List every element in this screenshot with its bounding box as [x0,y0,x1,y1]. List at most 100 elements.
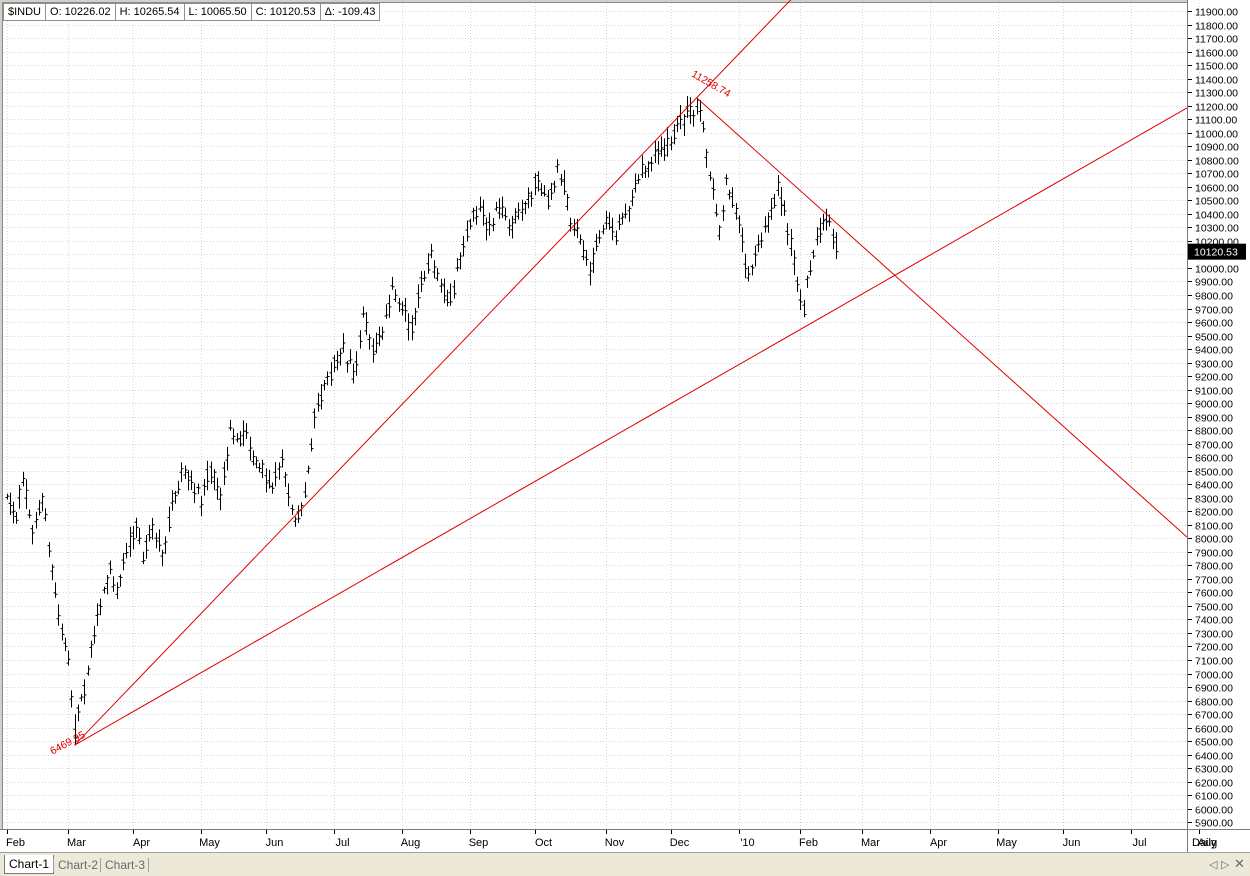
price-tick-label: 10000.00 [1195,264,1239,276]
date-tick-label: Jul [335,837,349,849]
price-tick-label: 8600.00 [1195,453,1233,465]
price-tick-label: 6400.00 [1195,751,1233,763]
date-tick-label: Feb [799,837,818,849]
price-tick-label: 10300.00 [1195,223,1239,235]
price-tick-label: 11300.00 [1195,88,1238,100]
price-tick-label: 11400.00 [1195,75,1238,87]
chart-tab-bar: Chart-1 Chart-2 Chart-3 ◁ ▷ ✕ [0,852,1250,876]
price-tick-label: 8700.00 [1195,440,1233,452]
price-tick-label: 9800.00 [1195,291,1233,303]
price-tick-label: 11600.00 [1195,48,1238,60]
price-tick-label: 8000.00 [1195,534,1233,546]
high-value: H: 10265.54 [116,4,185,20]
price-tick-label: 8500.00 [1195,467,1233,479]
tab-divider [100,858,101,872]
change-value: Δ: -109.43 [324,6,376,18]
price-tick-label: 7700.00 [1195,575,1233,587]
price-tick-label: 7200.00 [1195,642,1233,654]
close-value: C: 10120.53 [252,4,321,20]
last-price-marker [1188,243,1246,260]
price-tick-label: 9700.00 [1195,305,1233,317]
price-tick-label: 7500.00 [1195,602,1233,614]
price-tick-label: 9400.00 [1195,345,1233,357]
price-tick-label: 7100.00 [1195,656,1233,668]
price-tick-label: 8900.00 [1195,413,1233,425]
date-tick-label: Sep [469,837,489,849]
price-tick-label: 7800.00 [1195,561,1233,573]
price-tick-label: 6900.00 [1195,683,1233,695]
price-tick-label: 9300.00 [1195,359,1233,371]
price-tick-label: 7300.00 [1195,629,1233,641]
price-tick-label: 8300.00 [1195,494,1233,506]
price-tick-label: 6500.00 [1195,737,1233,749]
price-tick-label: 9500.00 [1195,332,1233,344]
price-tick-label: 10500.00 [1195,196,1239,208]
price-tick-label: 11800.00 [1195,21,1238,33]
price-tick-label: 7600.00 [1195,588,1233,600]
date-axis-panel[interactable] [0,830,1250,852]
price-tick-label: 10800.00 [1195,156,1239,168]
date-tick-label: Aug [1198,837,1218,849]
trendline[interactable] [696,97,1188,538]
price-tick-label: 10700.00 [1195,169,1239,181]
price-tick-label: 8200.00 [1195,507,1233,519]
last-price-label: 10120.53 [1194,247,1238,259]
price-tick-label: 9600.00 [1195,318,1233,330]
price-tick-label: 9000.00 [1195,399,1233,411]
price-tick-label: 11700.00 [1195,34,1238,46]
price-tick-label: 6300.00 [1195,764,1233,776]
interval-label[interactable]: Daily [1192,837,1217,849]
price-tick-label: 5900.00 [1195,818,1233,830]
price-tick-label: 6800.00 [1195,697,1233,709]
price-tick-label: 7900.00 [1195,548,1233,560]
price-tick-label: 11200.00 [1195,102,1238,114]
date-tick-label: Mar [67,837,86,849]
price-tick-label: 10900.00 [1195,142,1239,154]
price-tick-label: 9100.00 [1195,386,1233,398]
next-arrow-icon[interactable]: ▷ [1221,859,1230,871]
date-tick-label: Jun [266,837,284,849]
ohlc-readout: $INDU O: 10226.02 H: 10265.54 L: 10065.5… [3,3,381,21]
date-tick-label: May [996,837,1017,849]
plot-area[interactable] [2,2,1188,830]
price-tick-label: 8800.00 [1195,426,1233,438]
date-tick-label: Jun [1063,837,1081,849]
tab-divider [148,858,149,872]
date-tick-label: '10 [740,837,754,849]
date-tick-label: Apr [930,837,947,849]
date-tick-label: Feb [6,837,25,849]
trendline[interactable] [74,107,1188,746]
open-value: O: 10226.02 [46,4,116,20]
tab-chart-1[interactable]: Chart-1 [4,855,55,874]
price-tick-label: 9900.00 [1195,277,1233,289]
price-tick-label: 6200.00 [1195,778,1233,790]
price-tick-label: 8100.00 [1195,521,1233,533]
price-tick-label: 11000.00 [1195,129,1238,141]
price-tick-label: 9200.00 [1195,372,1233,384]
price-tick-label: 11500.00 [1195,61,1238,73]
price-tick-label: 6600.00 [1195,724,1233,736]
tab-divider [53,858,54,872]
date-tick-label: Oct [535,837,552,849]
date-tick-label: Dec [670,837,690,849]
date-tick-label: Mar [861,837,880,849]
tab-chart-2[interactable]: Chart-2 [58,858,99,872]
prev-arrow-icon[interactable]: ◁ [1209,859,1218,871]
price-tick-label: 11100.00 [1195,115,1237,127]
tab-chart-3[interactable]: Chart-3 [105,858,146,872]
date-tick-label: Aug [401,837,421,849]
price-tick-label: 6700.00 [1195,710,1233,722]
price-tick-label: 7400.00 [1195,615,1233,627]
price-tick-label: 6100.00 [1195,791,1233,803]
price-tick-label: 10400.00 [1195,210,1239,222]
date-tick-label: Nov [605,837,625,849]
trendline[interactable] [74,0,1187,746]
symbol-label: $INDU [4,4,47,20]
price-tick-label: 7000.00 [1195,670,1233,682]
date-tick-label: Apr [133,837,150,849]
price-axis-panel[interactable] [1188,0,1250,852]
extreme-price-annotation: 11258.74 [689,68,732,100]
close-icon[interactable]: ✕ [1234,856,1245,871]
